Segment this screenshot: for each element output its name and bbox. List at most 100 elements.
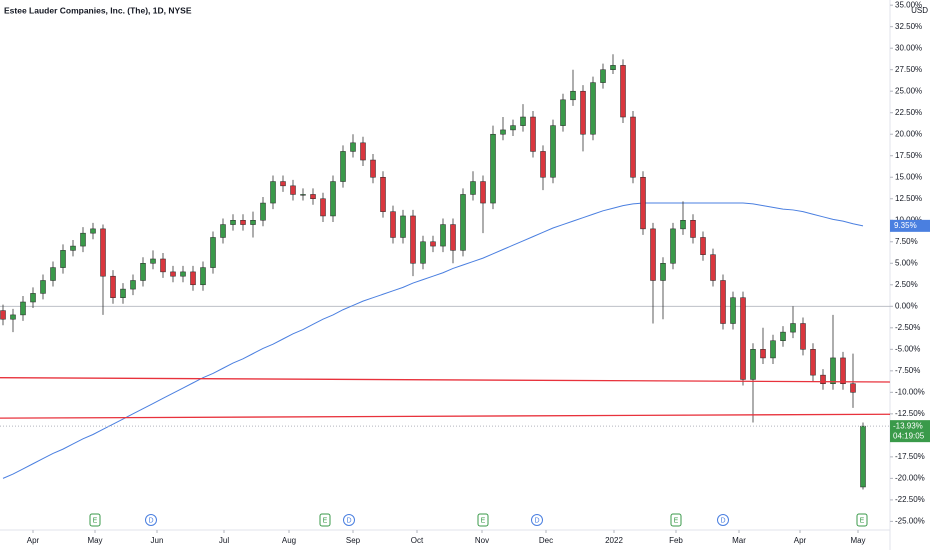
candle-body — [540, 151, 546, 178]
candle-body — [530, 116, 536, 152]
candle-body — [760, 349, 766, 359]
x-tick-label: May — [87, 536, 102, 545]
y-tick-label: -22.50% — [895, 495, 925, 504]
candle-body — [820, 374, 826, 384]
candle-body — [150, 258, 156, 264]
y-tick-label: 0.00% — [895, 301, 918, 310]
y-tick-label: -25.00% — [895, 517, 925, 526]
y-tick-label: -2.50% — [895, 323, 920, 332]
candle-body — [280, 181, 286, 187]
candle-body — [730, 297, 736, 324]
y-tick-label: 15.00% — [895, 172, 922, 181]
candle-body — [550, 125, 556, 178]
y-tick-label: 25.00% — [895, 86, 922, 95]
event-label: D — [534, 517, 539, 524]
candle-body — [860, 425, 866, 488]
candle-body — [190, 271, 196, 286]
earnings-marker — [89, 513, 101, 527]
event-label: D — [720, 517, 725, 524]
x-tick-label: Apr — [27, 536, 40, 545]
candle-body — [410, 215, 416, 264]
candle-body — [260, 202, 266, 221]
candle-body — [580, 90, 586, 135]
y-tick-label: 32.50% — [895, 22, 922, 31]
candle-body — [220, 224, 226, 238]
candle-body — [380, 176, 386, 212]
dividend-marker — [531, 514, 543, 526]
candle-body — [710, 254, 716, 281]
x-tick-label: Jul — [219, 536, 229, 545]
event-label: E — [323, 517, 328, 524]
candle-body — [450, 224, 456, 251]
candle-body — [80, 232, 86, 247]
candle-body — [560, 99, 566, 126]
y-tick-label: 17.50% — [895, 151, 922, 160]
candle-body — [330, 181, 336, 217]
trend-line — [0, 377, 891, 383]
candle-body — [240, 220, 246, 225]
candle-body — [0, 310, 6, 320]
candle-body — [680, 220, 686, 230]
candle-body — [840, 357, 846, 384]
candle-body — [110, 275, 116, 298]
y-tick-label: 7.50% — [895, 237, 918, 246]
candle-body — [740, 297, 746, 380]
candle-body — [850, 383, 856, 393]
event-label: E — [674, 517, 679, 524]
candle-body — [290, 185, 296, 195]
candle-body — [480, 181, 486, 204]
candle-body — [520, 116, 526, 126]
candle-body — [120, 288, 126, 298]
candle-body — [40, 280, 46, 294]
y-tick-label: 12.50% — [895, 194, 922, 203]
candle-body — [590, 82, 596, 135]
candle-body — [470, 181, 476, 195]
candle-body — [610, 65, 616, 70]
y-tick-label: 20.00% — [895, 129, 922, 138]
dividend-marker — [145, 514, 157, 526]
candle-body — [650, 228, 656, 281]
dividend-marker — [343, 514, 355, 526]
countdown: 04:19:05 — [893, 431, 925, 440]
candle-body — [500, 129, 506, 135]
candle-body — [350, 142, 356, 152]
candle-body — [430, 241, 436, 247]
x-tick-label: Apr — [794, 536, 807, 545]
y-tick-label: 30.00% — [895, 43, 922, 52]
chart-title: Estee Lauder Companies, Inc. (The), 1D, … — [4, 5, 192, 15]
candle-body — [600, 69, 606, 83]
candle-body — [70, 245, 76, 251]
candle-body — [210, 237, 216, 268]
candle-body — [400, 215, 406, 238]
y-tick-label: -17.50% — [895, 452, 925, 461]
earnings-marker — [319, 513, 331, 527]
candle-body — [620, 65, 626, 118]
candle-body — [310, 194, 316, 200]
candle-body — [340, 151, 346, 182]
trend-line — [0, 413, 891, 419]
candle-body — [170, 271, 176, 277]
candle-body — [90, 228, 96, 234]
candle-body — [690, 220, 696, 238]
earnings-marker — [856, 513, 868, 527]
candle-body — [750, 349, 756, 380]
candle-body — [230, 220, 236, 225]
event-label: D — [346, 517, 351, 524]
candle-body — [160, 258, 166, 273]
candle-body — [510, 125, 516, 131]
currency: USD — [911, 6, 928, 15]
candle-body — [50, 267, 56, 281]
x-tick-label: Aug — [282, 536, 296, 545]
candle-body — [630, 116, 636, 178]
candle-body — [10, 314, 16, 320]
event-label: E — [481, 517, 486, 524]
candle-body — [250, 220, 256, 225]
candle-body — [20, 301, 26, 316]
y-tick-label: -20.00% — [895, 473, 925, 482]
ma-price-box — [890, 219, 930, 232]
candle-body — [370, 159, 376, 178]
y-tick-label: -12.50% — [895, 409, 925, 418]
event-label: E — [93, 517, 98, 524]
